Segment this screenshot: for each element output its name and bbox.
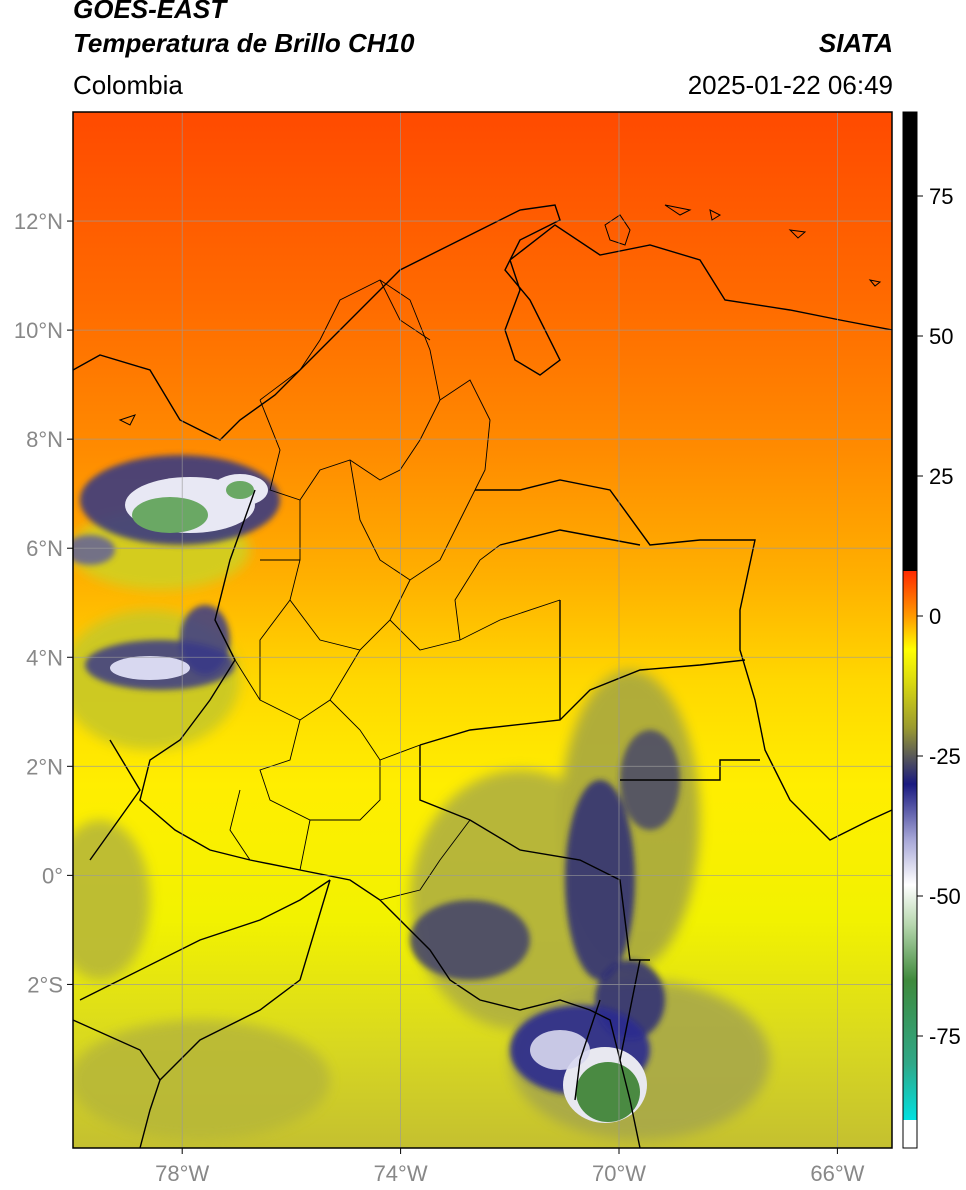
lat-tick-label: 4°N <box>26 645 63 670</box>
colorbar <box>902 111 918 1149</box>
source-label: SIATA <box>818 28 893 58</box>
colorbar-tick-label: -75 <box>929 1024 961 1049</box>
latitude-ticks: 12°N 10°N 8°N 6°N 4°N 2°N 0° 2°S <box>14 209 73 997</box>
lat-tick-label: 0° <box>42 863 63 888</box>
lat-tick-label: 8°N <box>26 427 63 452</box>
title-product: Temperatura de Brillo CH10 <box>73 28 415 58</box>
map-frame <box>72 111 893 1149</box>
lon-tick-label: 74°W <box>374 1161 428 1186</box>
colorbar-tick-label: 75 <box>929 184 953 209</box>
colorbar-tick-label: 50 <box>929 324 953 349</box>
region-label: Colombia <box>73 70 183 100</box>
coastline-islands <box>118 204 882 426</box>
lat-tick-label: 6°N <box>26 536 63 561</box>
longitude-ticks: 78°W 74°W 70°W 66°W <box>155 1148 865 1186</box>
lat-tick-label: 12°N <box>14 209 63 234</box>
country-borders <box>73 204 892 1148</box>
colorbar-ticks: 75 50 25 0 -25 -50 -75 <box>917 184 961 1049</box>
lon-tick-label: 66°W <box>810 1161 864 1186</box>
lat-tick-label: 2°S <box>27 972 63 997</box>
colorbar-tick-label: 0 <box>929 604 941 629</box>
colorbar-tick-label: 25 <box>929 464 953 489</box>
lat-tick-label: 2°N <box>26 754 63 779</box>
lat-tick-label: 10°N <box>14 318 63 343</box>
title-satellite: GOES-EAST <box>73 0 227 24</box>
colorbar-tick-label: -50 <box>929 884 961 909</box>
gridlines <box>73 112 892 1148</box>
department-borders <box>229 279 561 901</box>
lon-tick-label: 70°W <box>592 1161 646 1186</box>
cloud-field <box>73 455 770 1140</box>
datetime-label: 2025-01-22 06:49 <box>687 70 893 100</box>
lon-tick-label: 78°W <box>155 1161 209 1186</box>
colorbar-tick-label: -25 <box>929 744 961 769</box>
